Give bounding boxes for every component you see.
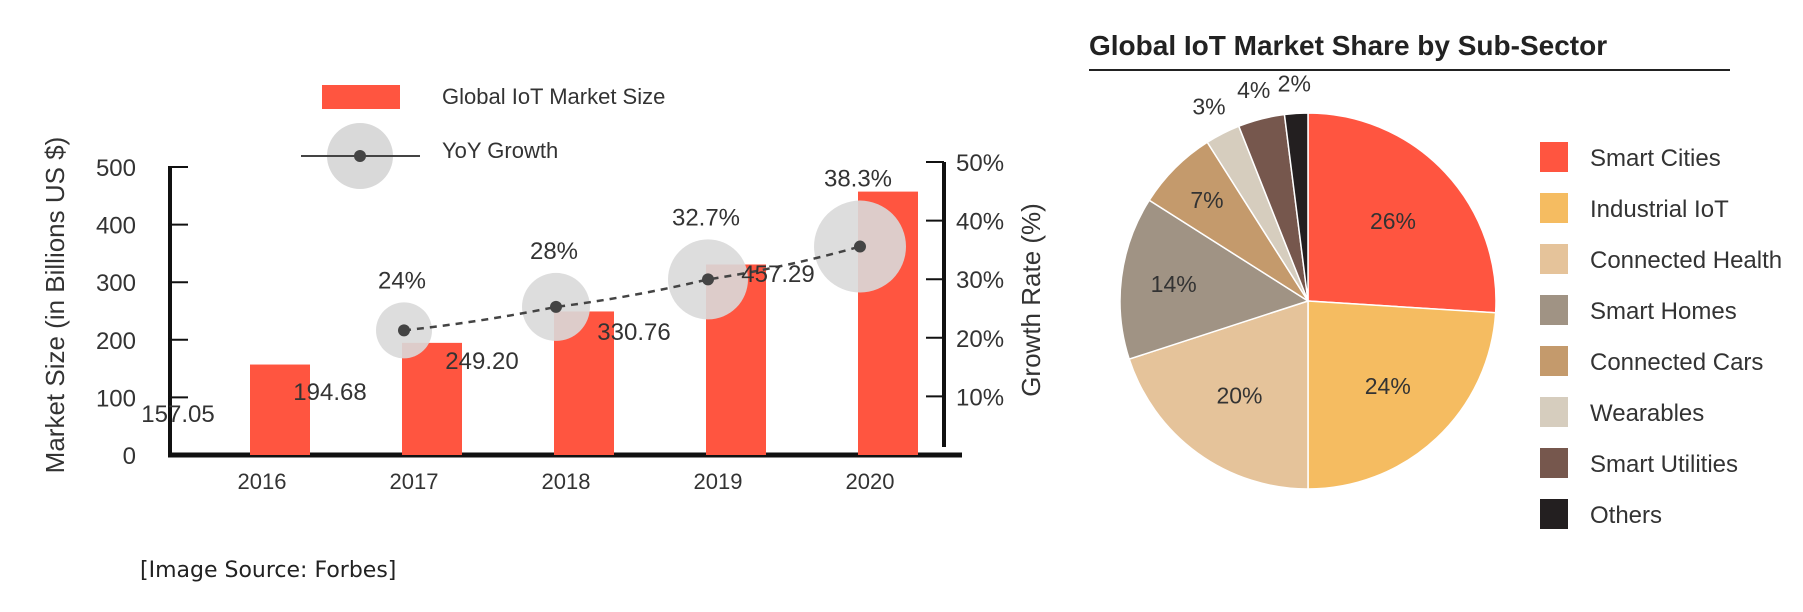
- left-axis-tick-label: 500: [96, 155, 136, 182]
- pie-slice-label: 20%: [1216, 382, 1262, 408]
- right-axis-tick-label: 50%: [956, 150, 1004, 177]
- pie-slice-label: 26%: [1370, 208, 1416, 234]
- pie-legend-swatch: [1540, 193, 1568, 223]
- combo-axes: 0 100 200 300 400 500 10% 20% 30% 40% 50% Market Si…: [40, 137, 1046, 494]
- bar-value-label: 249.20: [445, 348, 518, 375]
- legend-label-market-size: Global IoT Market Size: [442, 84, 665, 109]
- combo-data-labels: 157.05 194.68 249.20 330.76 457.29 24% 28% 32.7…: [141, 166, 892, 428]
- pie-legend-label: Smart Utilities: [1590, 451, 1738, 478]
- pie-legend-label: Industrial IoT: [1590, 196, 1729, 223]
- pie-legend-swatch: [1540, 244, 1568, 274]
- pie-legend-label: Connected Health: [1590, 247, 1782, 274]
- growth-value-label: 24%: [378, 267, 426, 294]
- growth-marker: [702, 273, 714, 286]
- legend-marker-yoy-growth: [354, 150, 366, 162]
- pie-legend-label: Smart Homes: [1590, 298, 1737, 325]
- pie-legend-label: Wearables: [1590, 400, 1704, 427]
- pie-slice: [1307, 112, 1497, 314]
- x-axis-tick-label: 2016: [238, 469, 287, 494]
- pie-legend-label: Connected Cars: [1590, 349, 1763, 376]
- pie-slice-label: 14%: [1151, 271, 1197, 297]
- combo-legend: Global IoT Market Size YoY Growth: [301, 84, 665, 189]
- pie-slice-labels: 26% 24% 20% 14% 7% 3% 4% 2%: [1151, 70, 1416, 408]
- pie-slice: [1307, 300, 1497, 490]
- growth-value-label: 32.7%: [672, 204, 740, 231]
- pie-slice-label: 4%: [1237, 77, 1270, 103]
- pie-legend-swatch: [1540, 499, 1568, 529]
- bar-value-label: 457.29: [741, 261, 814, 288]
- pie-legend-swatch: [1540, 448, 1568, 478]
- right-axis-tick-label: 30%: [956, 267, 1004, 294]
- pie-legend-label: Smart Cities: [1590, 145, 1721, 172]
- x-axis-tick-label: 2020: [846, 469, 895, 494]
- market-size-bar: [250, 364, 310, 455]
- left-axis-tick-label: 0: [123, 443, 136, 470]
- market-size-bar: [402, 342, 462, 455]
- pie-slice-label: 3%: [1192, 94, 1225, 120]
- pie-slice-label: 2%: [1278, 70, 1311, 96]
- growth-marker: [398, 324, 410, 337]
- x-axis-tick-label: 2018: [542, 469, 591, 494]
- growth-marker: [550, 300, 562, 313]
- pie-slices: [1119, 112, 1497, 490]
- left-axis-tick-label: 400: [96, 213, 136, 240]
- x-axis-tick-label: 2019: [694, 469, 743, 494]
- left-axis-tick-label: 300: [96, 270, 136, 297]
- pie-legend-swatch: [1540, 295, 1568, 325]
- bar-value-label: 330.76: [597, 319, 670, 346]
- image-source-note: [Image Source: Forbes]: [140, 558, 397, 583]
- market-size-combo-chart: Global IoT Market Size YoY Growth 0 100 20…: [40, 84, 1046, 494]
- growth-line: [398, 240, 866, 337]
- pie-legend-label: Others: [1590, 502, 1662, 529]
- bar-value-label: 157.05: [141, 401, 214, 428]
- right-axis-title: Growth Rate (%): [1016, 203, 1046, 397]
- legend-label-yoy-growth: YoY Growth: [442, 138, 558, 163]
- pie-legend-swatch: [1540, 142, 1568, 172]
- growth-dashed-line: [403, 245, 861, 332]
- pie-slice: [1119, 199, 1310, 361]
- legend-swatch-market-size: [322, 85, 400, 109]
- pie-legend: Smart Cities Industrial IoT Connected Heal…: [1540, 142, 1782, 529]
- pie-legend-swatch: [1540, 397, 1568, 427]
- left-axis-tick-label: 100: [96, 385, 136, 412]
- pie-slice-label: 24%: [1365, 373, 1411, 399]
- left-axis-tick-label: 200: [96, 328, 136, 355]
- pie-legend-swatch: [1540, 346, 1568, 376]
- right-axis-tick-label: 20%: [956, 326, 1004, 353]
- left-axis-title: Market Size (in Billions US $): [40, 137, 70, 474]
- pie-title: Global IoT Market Share by Sub-Sector: [1089, 30, 1607, 61]
- pie-slice: [1128, 299, 1309, 490]
- sub-sector-pie-chart: Global IoT Market Share by Sub-Sector 26…: [1089, 30, 1782, 529]
- right-axis-tick-label: 40%: [956, 209, 1004, 236]
- bar-value-label: 194.68: [293, 379, 366, 406]
- growth-value-label: 38.3%: [824, 166, 892, 193]
- pie-slice-label: 7%: [1190, 187, 1223, 213]
- right-axis-tick-label: 10%: [956, 384, 1004, 411]
- pie-slice: [1283, 112, 1309, 302]
- growth-value-label: 28%: [530, 238, 578, 265]
- growth-marker: [854, 240, 866, 253]
- x-axis-tick-label: 2017: [390, 469, 439, 494]
